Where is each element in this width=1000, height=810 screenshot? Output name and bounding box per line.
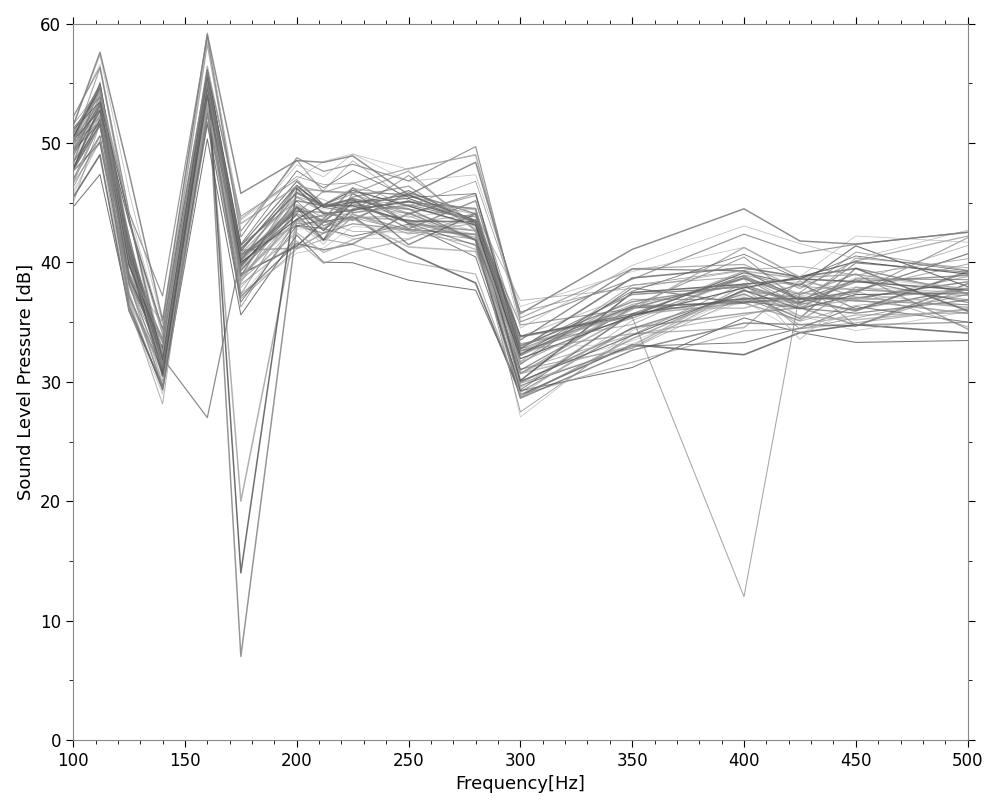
Y-axis label: Sound Level Pressure [dB]: Sound Level Pressure [dB] bbox=[17, 264, 35, 500]
X-axis label: Frequency[Hz]: Frequency[Hz] bbox=[455, 775, 585, 793]
